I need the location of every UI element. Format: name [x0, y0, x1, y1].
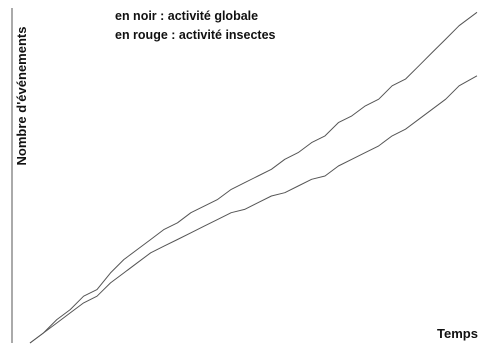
- annotation-global-activity: en noir : activité globale: [115, 9, 258, 23]
- annotation-insect-activity: en rouge : activité insectes: [115, 28, 276, 42]
- series-line-1: [29, 11, 478, 344]
- x-axis-label: Temps: [437, 326, 478, 341]
- series-layer: [29, 11, 478, 344]
- y-axis-label: Nombre d'événements: [14, 27, 29, 166]
- series-line-2: [29, 75, 478, 344]
